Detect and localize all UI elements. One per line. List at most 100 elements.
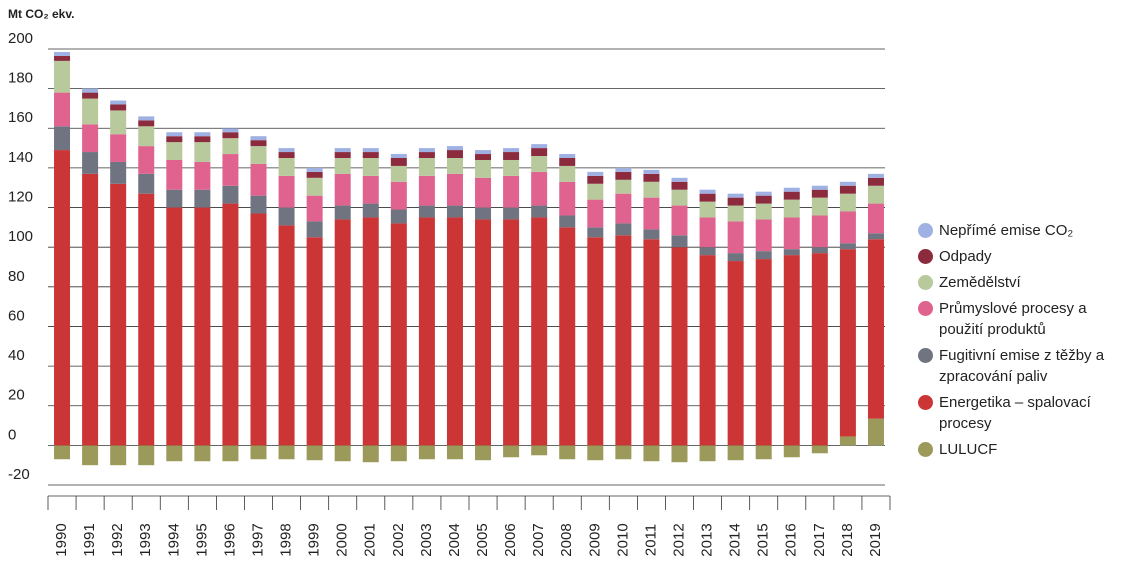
bar-segment — [278, 225, 295, 446]
x-tick-label: 2007 — [530, 523, 547, 556]
legend-label: Odpady — [939, 248, 992, 265]
y-tick-label: 20 — [8, 387, 25, 404]
legend-label: Energetika – spalovací procesy — [939, 394, 1091, 432]
bar-segment — [559, 445, 576, 460]
legend-swatch — [918, 301, 933, 316]
x-tick-label: 2011 — [642, 524, 659, 556]
bar-segment — [559, 227, 576, 446]
bar-segment — [138, 193, 155, 446]
y-tick-label: 80 — [8, 268, 25, 285]
bar-segment — [222, 445, 239, 462]
bar-segment — [138, 116, 155, 121]
bar-segment — [222, 154, 239, 186]
bar-segment — [503, 175, 520, 208]
bar-segment — [166, 136, 183, 143]
bar-segment — [278, 445, 295, 460]
bar-segment — [811, 215, 828, 248]
legend-item: Průmyslové procesy a použití produktů — [918, 298, 1128, 340]
x-tick-label: 2005 — [474, 523, 491, 556]
bar-segment — [446, 205, 463, 218]
bar-segment — [503, 148, 520, 153]
legend-swatch — [918, 442, 933, 457]
bar-segment — [559, 158, 576, 166]
bar-segment — [755, 219, 772, 252]
bar-segment — [867, 173, 884, 178]
bar-segment — [194, 207, 211, 446]
bar-segment — [446, 146, 463, 151]
bar-segment — [587, 171, 604, 176]
bar-segment — [839, 243, 856, 250]
bar-segment — [839, 249, 856, 437]
legend-swatch — [918, 249, 933, 264]
bar-segment — [587, 445, 604, 461]
bar-segment — [699, 247, 716, 256]
bar-segment — [334, 152, 351, 158]
bar-segment — [727, 221, 744, 254]
bar-segment — [475, 445, 492, 461]
bar-segment — [54, 92, 71, 127]
bar-segment — [446, 445, 463, 460]
bar-segment — [783, 255, 800, 446]
bar-segment — [334, 158, 351, 174]
bar-segment — [278, 158, 295, 176]
bar-segment — [755, 203, 772, 220]
bar-segment — [531, 148, 548, 157]
bar-segment — [82, 98, 99, 125]
bar-segment — [110, 104, 127, 111]
x-tick-label: 2013 — [699, 523, 716, 556]
x-tick-label: 2012 — [670, 523, 687, 556]
bar-segment — [166, 207, 183, 446]
bar-segment — [503, 207, 520, 220]
legend-label: LULUCF — [939, 441, 998, 458]
bar-segment — [615, 223, 632, 236]
bar-segment — [643, 173, 660, 182]
bar-segment — [531, 171, 548, 206]
x-tick-label: 1990 — [53, 523, 70, 556]
bar-segment — [194, 136, 211, 143]
legend-item: Nepřímé emise CO₂ — [918, 220, 1128, 241]
bar-segment — [250, 140, 267, 147]
bar-segment — [222, 132, 239, 139]
bar-segment — [643, 181, 660, 198]
bar-segment — [615, 167, 632, 172]
bar-segment — [362, 158, 379, 176]
bar-segment — [54, 445, 71, 460]
bar-segment — [811, 185, 828, 190]
bar-segment — [559, 154, 576, 158]
bar-segment — [699, 201, 716, 218]
bar-segment — [699, 189, 716, 194]
bar-segment — [166, 132, 183, 137]
bar-segment — [82, 92, 99, 99]
bar-segment — [671, 205, 688, 236]
x-tick-label: 2017 — [811, 523, 828, 556]
bar-segment — [54, 150, 71, 446]
bar-segment — [82, 445, 99, 466]
x-tick-label: 1996 — [221, 523, 238, 556]
bar-segment — [250, 445, 267, 460]
bar-segment — [110, 134, 127, 162]
bar-segment — [166, 159, 183, 190]
bar-segment — [503, 152, 520, 160]
bar-segment — [418, 152, 435, 158]
bar-segment — [194, 445, 211, 462]
bar-segment — [587, 183, 604, 200]
bar-segment — [783, 199, 800, 218]
legend-item: Energetika – spalovací procesy — [918, 392, 1128, 434]
x-tick-label: 2004 — [446, 523, 463, 556]
bar-segment — [418, 205, 435, 218]
bar-segment — [671, 247, 688, 446]
bar-segment — [390, 209, 407, 224]
bar-segment — [867, 233, 884, 240]
bar-segment — [503, 159, 520, 176]
x-tick-label: 1997 — [249, 523, 266, 556]
bar-segment — [138, 445, 155, 466]
bar-segment — [446, 158, 463, 174]
x-tick-label: 1995 — [193, 523, 210, 556]
bar-segment — [110, 445, 127, 466]
bar-segment — [727, 205, 744, 222]
bar-segment — [643, 229, 660, 240]
x-tick-label: 1999 — [306, 523, 323, 556]
legend-item: Odpady — [918, 246, 1128, 267]
bar-segment — [867, 177, 884, 186]
